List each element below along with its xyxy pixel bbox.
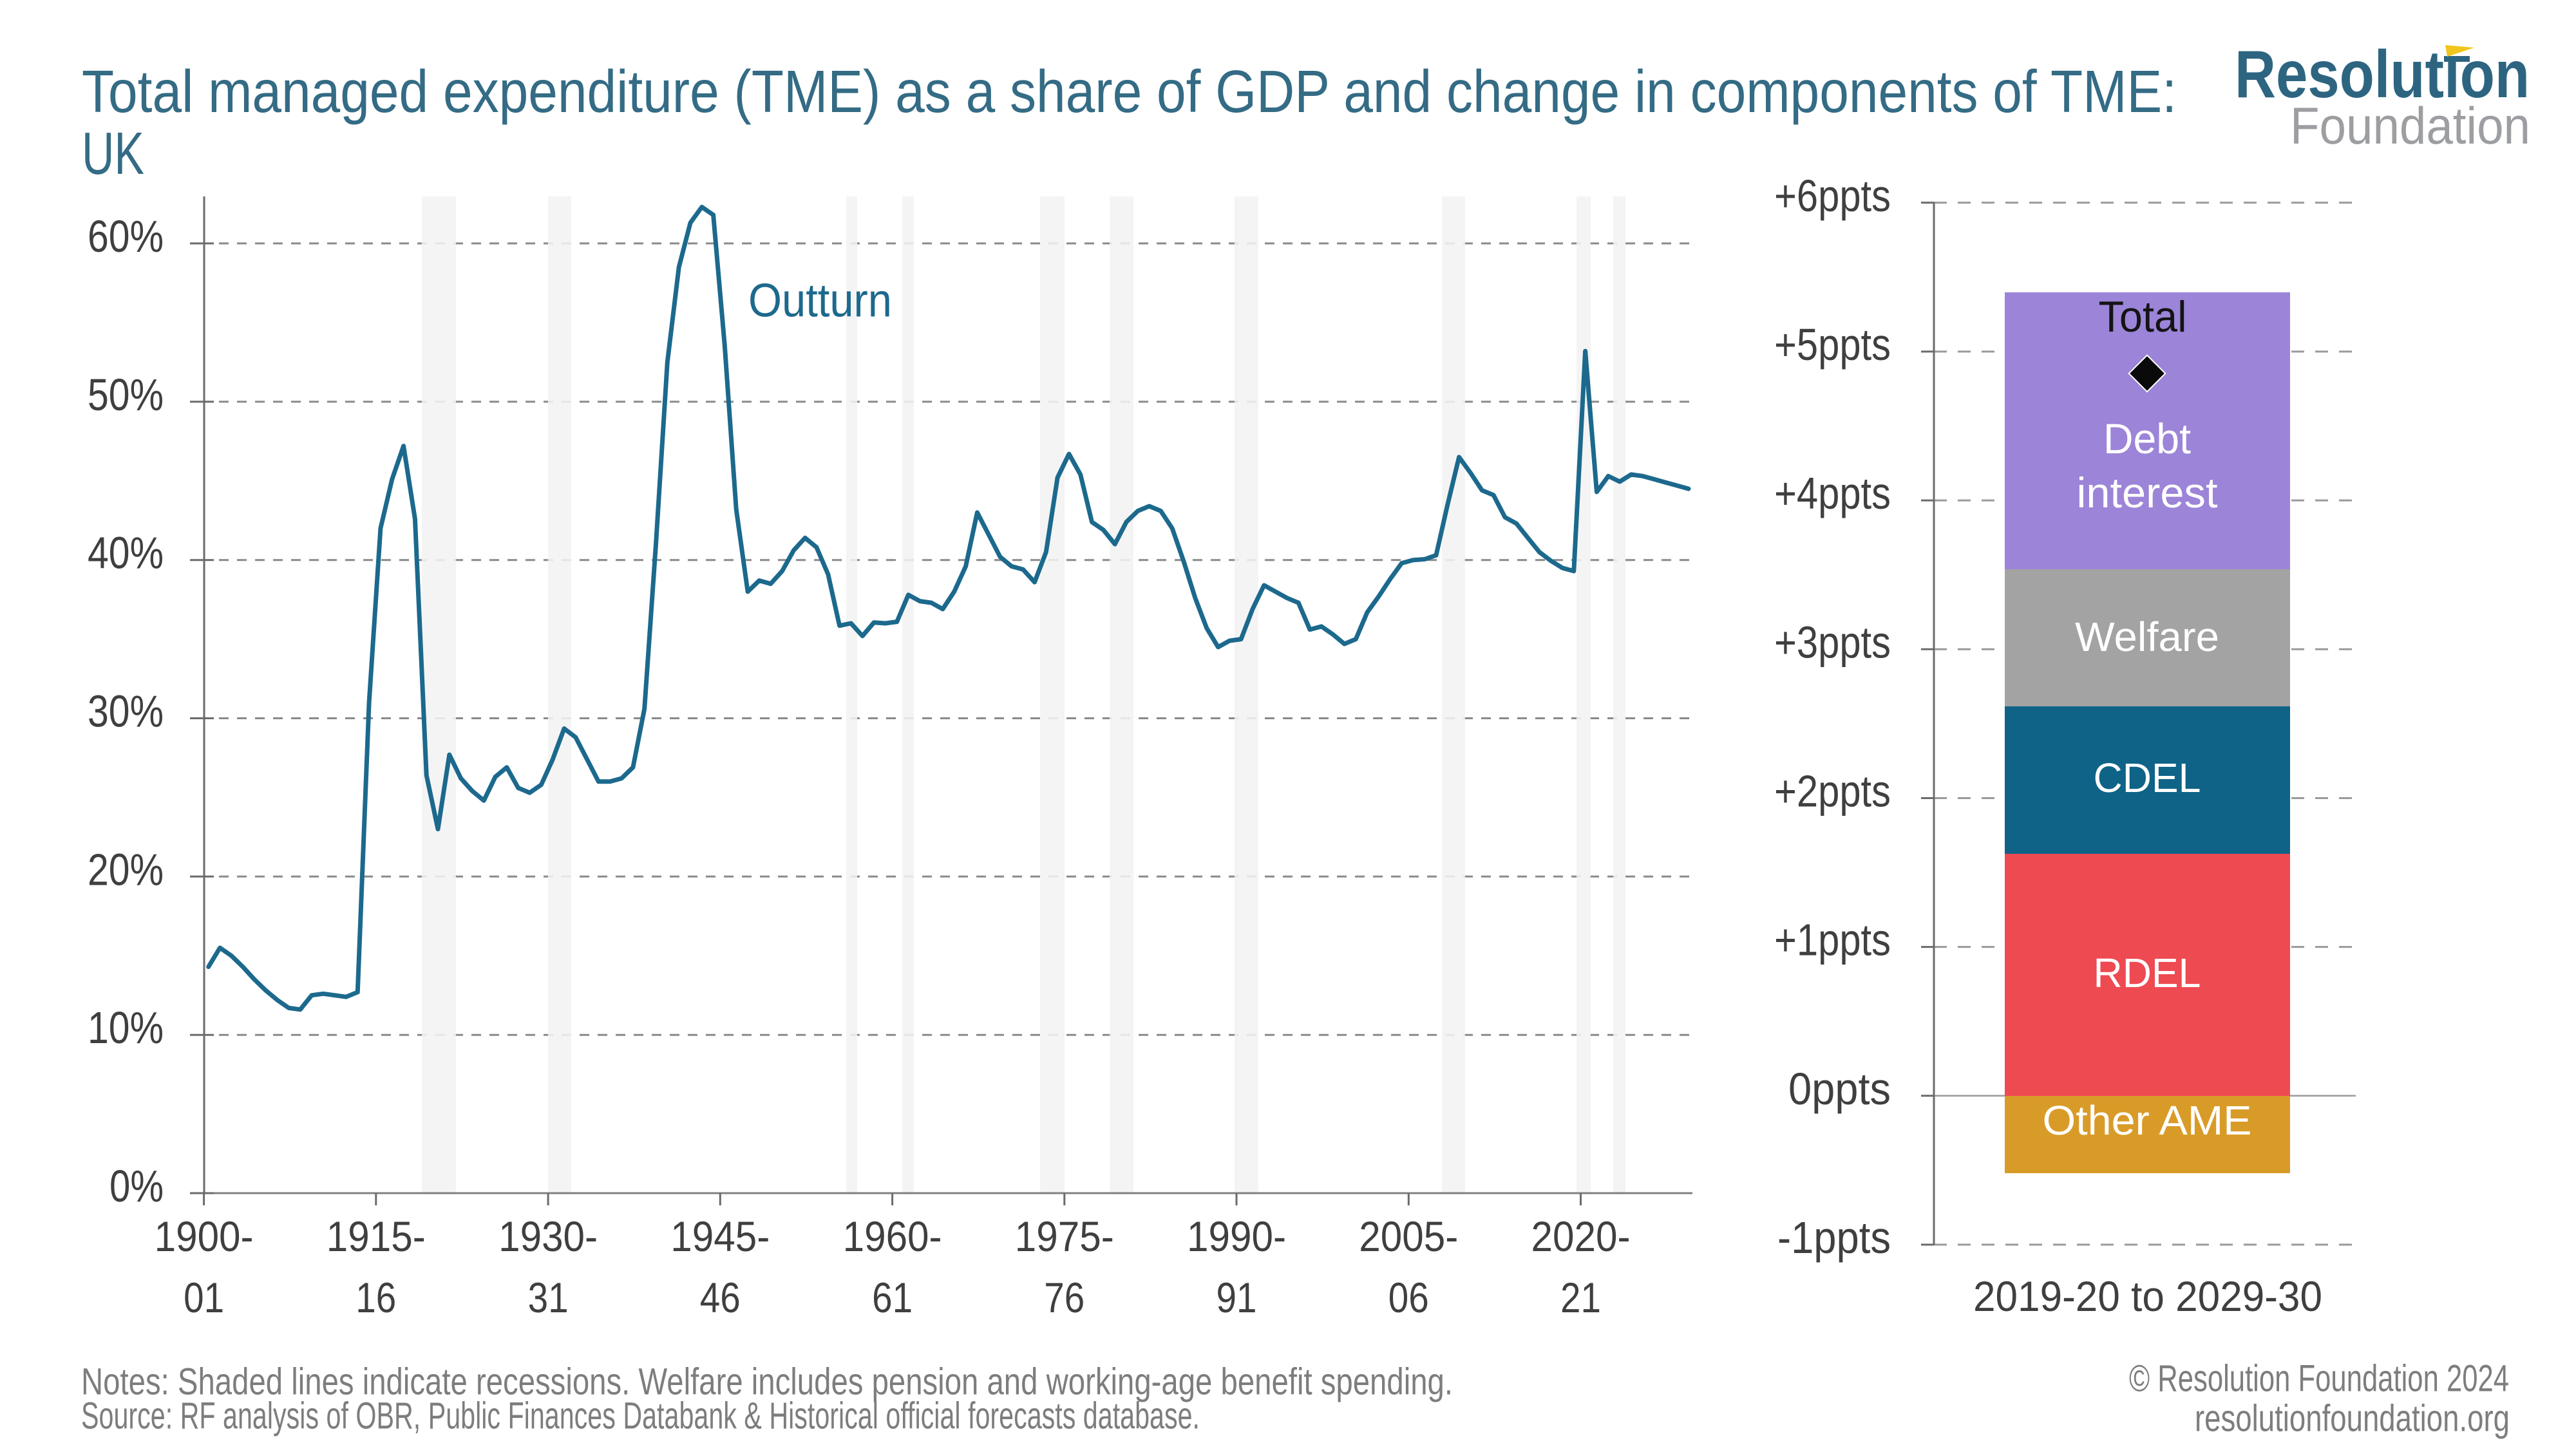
svg-text:61: 61	[872, 1274, 913, 1321]
svg-text:Other AME: Other AME	[2043, 1097, 2252, 1144]
svg-text:10%: 10%	[88, 1003, 164, 1053]
svg-text:1990-: 1990-	[1187, 1212, 1286, 1260]
svg-text:Welfare: Welfare	[2075, 614, 2219, 660]
svg-text:© Resolution Foundation 2024: © Resolution Foundation 2024	[2129, 1358, 2509, 1400]
svg-text:+5ppts: +5ppts	[1774, 319, 1891, 370]
svg-text:Notes: Shaded lines indicate r: Notes: Shaded lines indicate recessions.…	[81, 1361, 1453, 1403]
svg-text:1900-: 1900-	[155, 1212, 254, 1260]
svg-text:2020-: 2020-	[1531, 1212, 1631, 1260]
svg-text:-1ppts: -1ppts	[1777, 1212, 1891, 1263]
svg-text:interest: interest	[2077, 469, 2218, 516]
svg-text:16: 16	[355, 1274, 396, 1321]
svg-text:1930-: 1930-	[498, 1212, 598, 1260]
svg-text:91: 91	[1217, 1274, 1257, 1321]
svg-text:31: 31	[528, 1274, 569, 1321]
svg-text:Outturn: Outturn	[748, 275, 892, 327]
svg-text:30%: 30%	[88, 686, 164, 737]
svg-text:01: 01	[184, 1274, 224, 1321]
svg-text:+1ppts: +1ppts	[1774, 915, 1891, 965]
svg-text:50%: 50%	[88, 370, 164, 420]
svg-text:+6ppts: +6ppts	[1774, 171, 1891, 221]
svg-text:RDEL: RDEL	[2094, 950, 2201, 996]
svg-text:+3ppts: +3ppts	[1774, 617, 1891, 667]
svg-text:2019-20 to 2029-30: 2019-20 to 2029-30	[1973, 1272, 2322, 1320]
svg-text:Foundation: Foundation	[2290, 97, 2530, 155]
svg-text:20%: 20%	[88, 844, 164, 894]
svg-text:76: 76	[1044, 1274, 1084, 1321]
svg-text:Source: RF analysis of OBR, Pu: Source: RF analysis of OBR, Public Finan…	[81, 1395, 1200, 1437]
svg-text:21: 21	[1560, 1274, 1601, 1321]
svg-text:1945-: 1945-	[670, 1212, 770, 1260]
svg-text:0ppts: 0ppts	[1788, 1064, 1891, 1114]
svg-text:Resolutıon: Resolutıon	[2235, 37, 2530, 112]
svg-text:UK: UK	[82, 120, 144, 187]
svg-text:46: 46	[700, 1274, 741, 1321]
svg-text:1975-: 1975-	[1015, 1212, 1114, 1260]
svg-text:Total: Total	[2099, 292, 2187, 341]
svg-text:+4ppts: +4ppts	[1774, 468, 1891, 518]
svg-text:0%: 0%	[109, 1161, 164, 1211]
svg-text:resolutionfoundation.org: resolutionfoundation.org	[2195, 1398, 2510, 1440]
svg-text:CDEL: CDEL	[2094, 755, 2201, 801]
svg-text:1915-: 1915-	[327, 1212, 426, 1260]
svg-text:Total managed expenditure (TME: Total managed expenditure (TME) as a sha…	[82, 58, 2177, 125]
svg-text:60%: 60%	[88, 211, 164, 261]
svg-text:Debt: Debt	[2103, 415, 2191, 462]
svg-text:06: 06	[1388, 1274, 1429, 1321]
svg-text:1960-: 1960-	[843, 1212, 942, 1260]
svg-text:+2ppts: +2ppts	[1774, 766, 1891, 816]
svg-text:2005-: 2005-	[1359, 1212, 1458, 1260]
svg-text:40%: 40%	[88, 528, 164, 578]
